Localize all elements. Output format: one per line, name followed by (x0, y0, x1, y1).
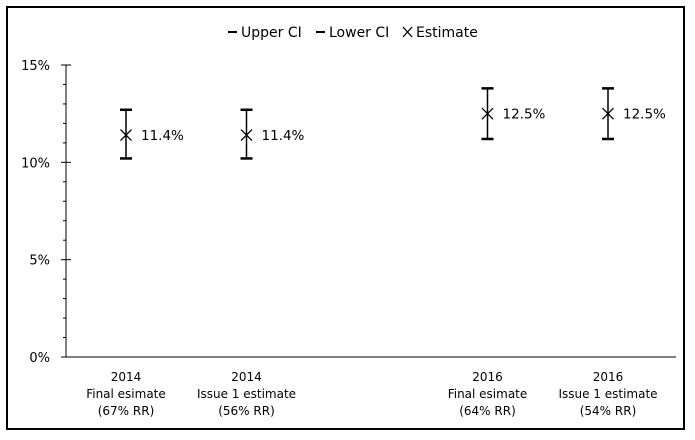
x-category-label: 2016 (593, 370, 624, 384)
x-category-label: 2016 (472, 370, 503, 384)
x-axis-labels: 2014 Final esimate (67% RR) 2014 Issue 1 est… (86, 370, 657, 418)
x-category-label: Final esimate (448, 387, 528, 401)
estimate-data-label: 11.4% (262, 128, 305, 144)
y-tick-label: 5% (29, 254, 50, 269)
chart-frame: Upper CI Lower CI Estimate 0% 5% 10% 15% 11.4… (6, 6, 685, 430)
x-category-label: (54% RR) (580, 404, 637, 418)
estimate-marker (481, 107, 494, 120)
legend-label: Upper CI (241, 25, 302, 41)
x-category-label: (67% RR) (98, 404, 155, 418)
legend: Upper CI Lower CI Estimate (228, 25, 478, 41)
x-category-label: Final esimate (86, 387, 166, 401)
x-category-label: Issue 1 estimate (558, 387, 657, 401)
legend-label: Estimate (416, 25, 478, 41)
legend-x-marker (402, 26, 413, 38)
legend-label: Lower CI (329, 25, 389, 41)
x-category-label: 2014 (231, 370, 262, 384)
y-tick-label: 10% (21, 156, 50, 171)
marks: 11.4% 11.4% 12.5% 12.5% (120, 87, 666, 160)
estimate-marker (120, 129, 132, 142)
estimate-marker (240, 129, 253, 142)
estimate-data-label: 11.4% (141, 128, 184, 144)
y-tick-label: 0% (29, 351, 50, 366)
axes: 0% 5% 10% 15% (21, 59, 676, 366)
estimate-data-label: 12.5% (623, 107, 666, 123)
x-category-label: (64% RR) (459, 404, 516, 418)
estimate-data-label: 12.5% (503, 107, 546, 123)
x-category-label: (56% RR) (218, 404, 275, 418)
chart-svg: Upper CI Lower CI Estimate 0% 5% 10% 15% 11.4… (21, 25, 676, 418)
x-category-label: 2014 (111, 370, 142, 384)
estimate-marker (602, 107, 614, 120)
x-category-label: Issue 1 estimate (197, 387, 296, 401)
y-tick-label: 15% (21, 59, 50, 74)
